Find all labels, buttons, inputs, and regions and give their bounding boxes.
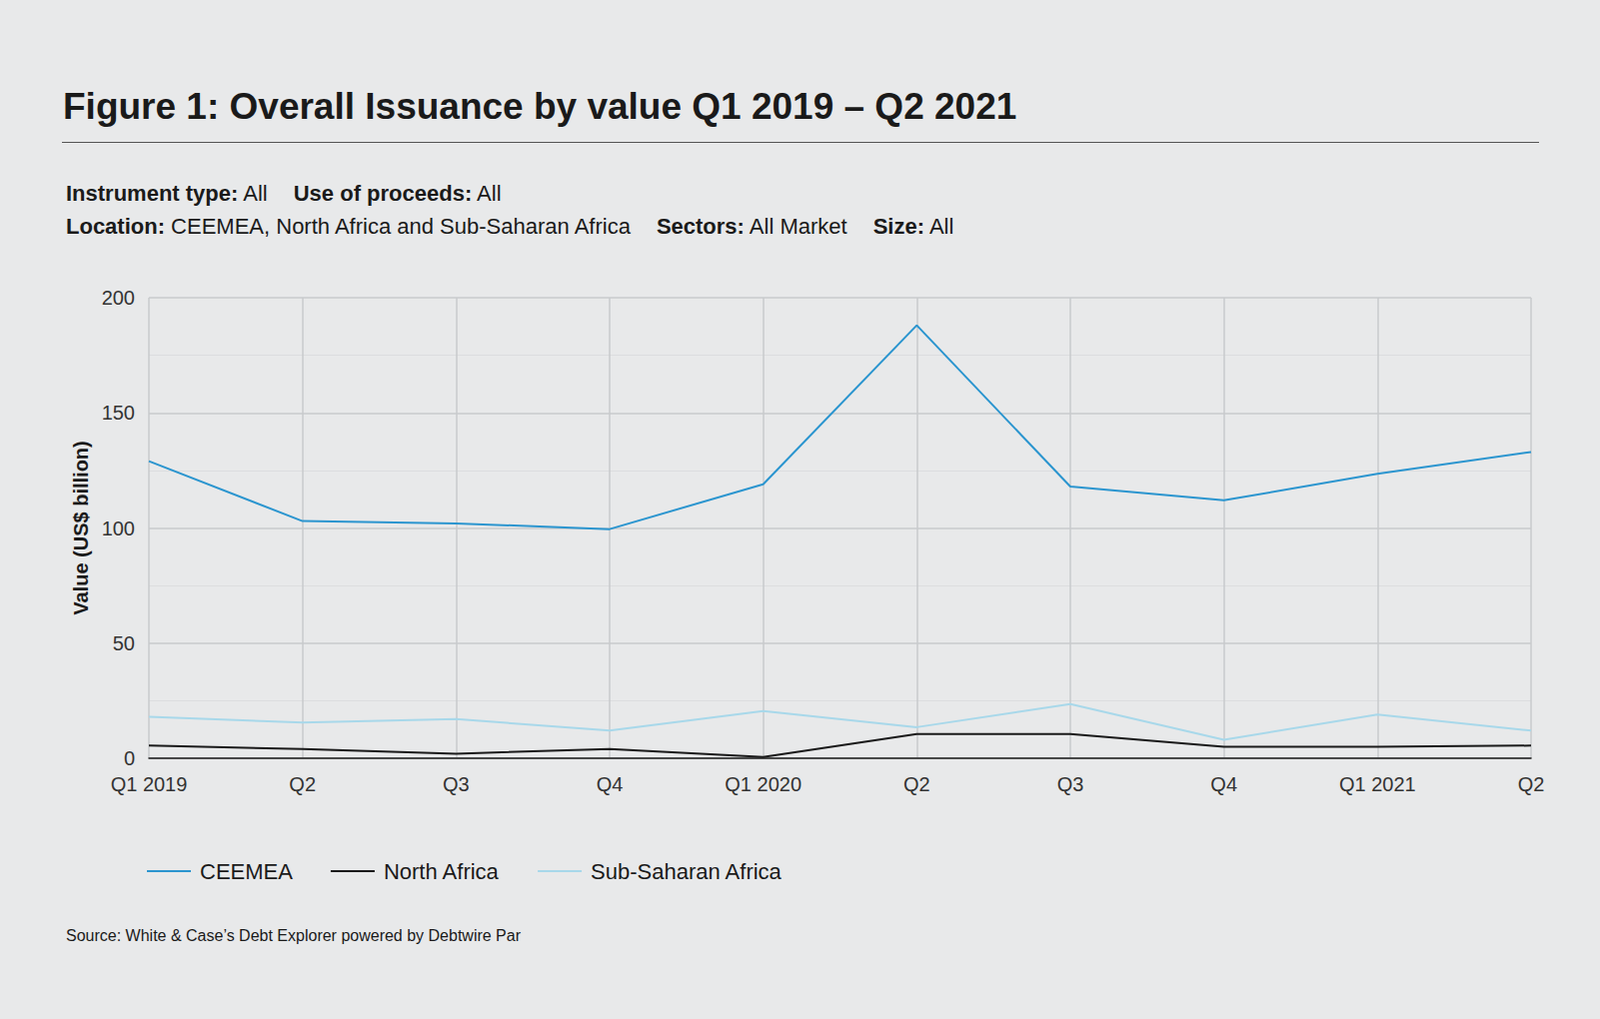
svg-text:200: 200 <box>101 286 135 309</box>
svg-text:North Africa: North Africa <box>383 859 500 885</box>
svg-text:Q4: Q4 <box>1210 773 1238 796</box>
svg-text:Q1 2019: Q1 2019 <box>110 773 188 796</box>
svg-text:Q2: Q2 <box>288 773 316 796</box>
html-text:Location: CEEMEA, North Africa: Location: CEEMEA, North Africa and Sub-S… <box>65 213 631 239</box>
svg-text:Value (US$ billion): Value (US$ billion) <box>69 440 92 615</box>
svg-text:Q3: Q3 <box>442 773 470 796</box>
svg-text:Q1 2020: Q1 2020 <box>724 773 802 796</box>
svg-text:CEEMEA: CEEMEA <box>199 859 293 885</box>
html-text:Instrument type: All: Instrument type: All <box>65 180 268 206</box>
svg-text:Q1 2021: Q1 2021 <box>1339 773 1417 796</box>
svg-text:50: 50 <box>112 632 135 655</box>
svg-text:150: 150 <box>101 401 135 424</box>
svg-text:Q4: Q4 <box>596 773 624 796</box>
html-text:Sectors: All Market: Sectors: All Market <box>656 213 848 239</box>
svg-text:Q2: Q2 <box>903 773 931 796</box>
html-text:Use of proceeds: All: Use of proceeds: All <box>293 180 502 206</box>
html-text:Size: All: Size: All <box>873 213 954 239</box>
svg-text:Sub-Saharan Africa: Sub-Saharan Africa <box>590 859 783 885</box>
svg-text:100: 100 <box>101 517 135 540</box>
html-text:Figure 1: Overall Issuance by: Figure 1: Overall Issuance by value Q1 2… <box>62 85 1017 127</box>
svg-text:0: 0 <box>123 747 135 770</box>
svg-text:Q3: Q3 <box>1057 773 1085 796</box>
html-text:Source: White & Case’s Debt Ex: Source: White & Case’s Debt Explorer pow… <box>65 927 521 945</box>
svg-text:Q2: Q2 <box>1518 773 1546 796</box>
